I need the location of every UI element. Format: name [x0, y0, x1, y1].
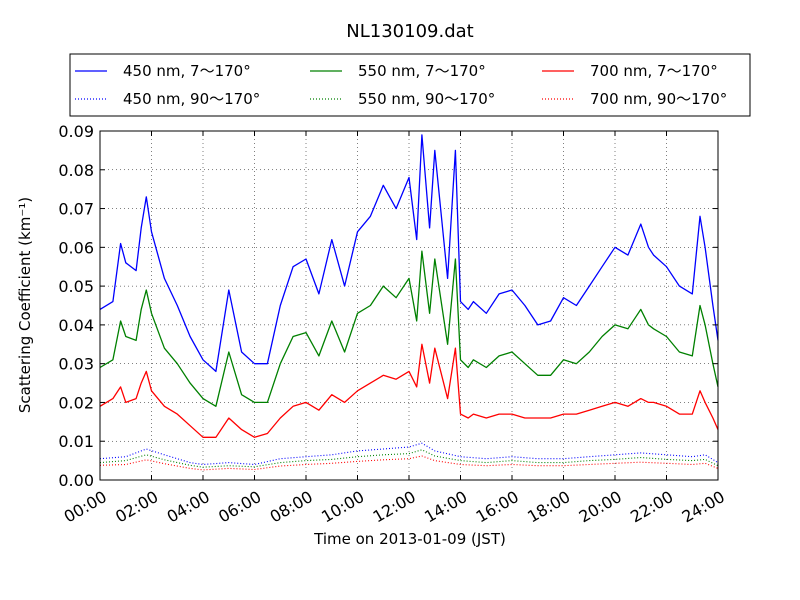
y-tick-label: 0.06: [58, 238, 94, 257]
x-tick-label: 10:00: [318, 487, 367, 527]
series-group: [99, 134, 719, 471]
x-axis-label: Time on 2013-01-09 (JST): [313, 530, 506, 548]
x-tick-label: 24:00: [679, 487, 728, 527]
series-line-1: [99, 250, 719, 407]
series-line-2: [99, 343, 719, 438]
x-tick-label: 12:00: [370, 487, 419, 527]
legend-box: [69, 53, 751, 117]
series-line-4: [99, 449, 719, 468]
y-tick-label: 0.05: [58, 277, 94, 296]
x-tick-label: 06:00: [215, 487, 264, 527]
x-tick-label: 04:00: [164, 487, 213, 527]
chart-title: NL130109.dat: [346, 21, 473, 42]
y-tick-label: 0.01: [58, 432, 94, 451]
y-tick-label: 0.02: [58, 393, 94, 412]
legend-label: 700 nm, 7～170°: [590, 62, 718, 80]
x-tick-labels: 00:00 02:00 04:00 06:00 08:00 10:00 12:00 14:00…: [61, 487, 728, 527]
ticks: [99, 130, 719, 481]
x-tick-label: 16:00: [473, 487, 522, 527]
legend-label: 450 nm, 7～170°: [123, 62, 251, 80]
x-tick-label: 08:00: [267, 487, 316, 527]
y-tick-label: 0.04: [58, 316, 94, 335]
y-tick-label: 0.07: [58, 200, 94, 219]
legend-label: 550 nm, 7～170°: [358, 62, 486, 80]
legend: 450 nm, 7～170° 550 nm, 7～170° 700 nm, 7～17…: [69, 53, 751, 117]
x-tick-label: 18:00: [524, 487, 573, 527]
y-tick-labels: 0.00 0.01 0.02 0.03 0.04 0.05 0.06 0.07 0.08 0.09: [58, 122, 94, 490]
x-tick-label: 14:00: [421, 487, 470, 527]
series-line-0: [99, 134, 719, 373]
y-axis-label: Scattering Coefficient (km⁻¹): [16, 197, 34, 413]
legend-label: 550 nm, 90～170°: [358, 90, 495, 108]
y-tick-label: 0.08: [58, 161, 94, 180]
x-tick-label: 20:00: [576, 487, 625, 527]
x-tick-label: 00:00: [61, 487, 110, 527]
legend-label: 700 nm, 90～170°: [590, 90, 727, 108]
y-tick-label: 0.00: [58, 471, 94, 490]
y-tick-label: 0.09: [58, 122, 94, 141]
x-tick-label: 22:00: [627, 487, 676, 527]
legend-label: 450 nm, 90～170°: [123, 90, 260, 108]
series-line-5: [99, 455, 719, 471]
x-tick-label: 02:00: [112, 487, 161, 527]
y-tick-label: 0.03: [58, 355, 94, 374]
